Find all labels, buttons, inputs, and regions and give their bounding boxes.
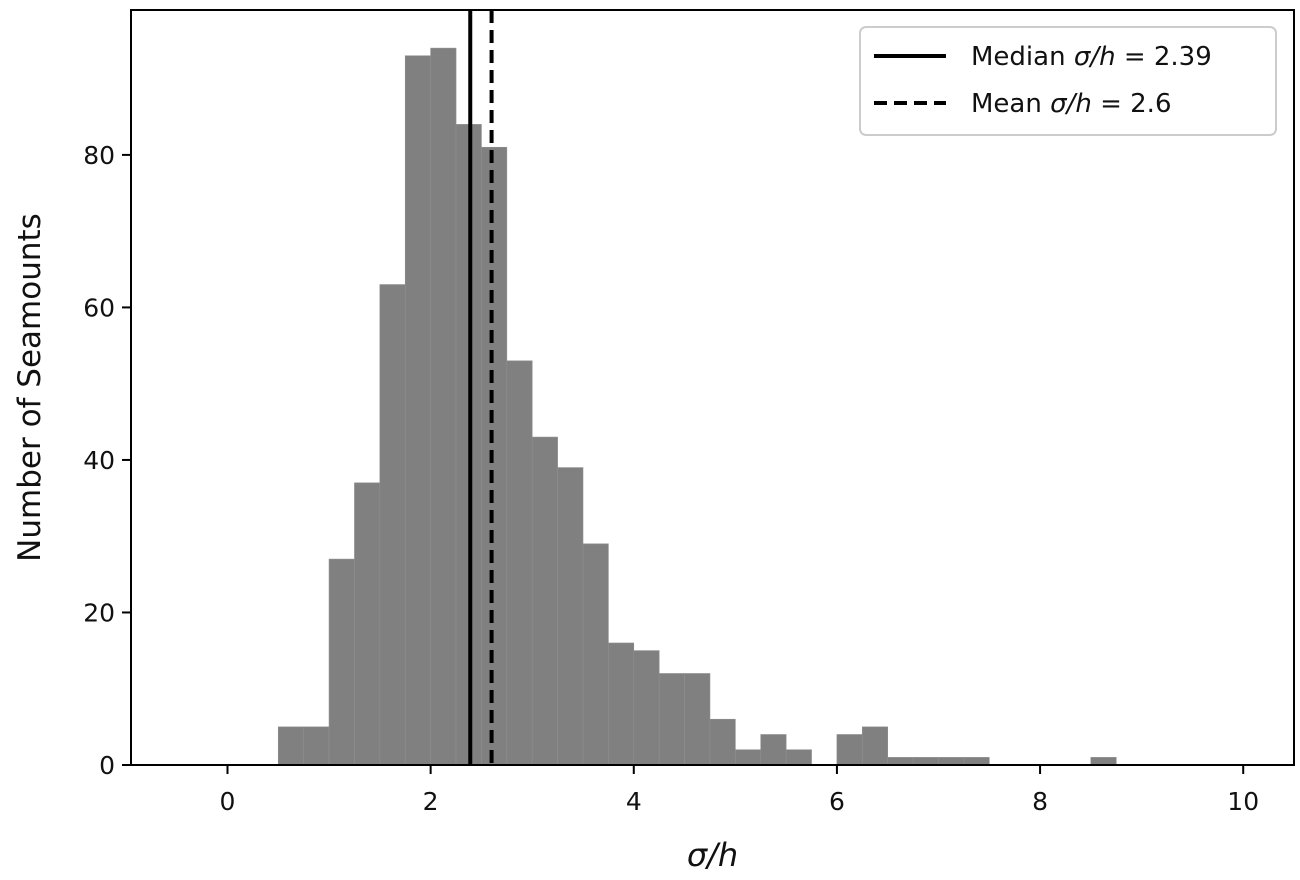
histogram-bar-27 [963, 757, 990, 766]
histogram-bar-16 [684, 673, 711, 766]
y-tick-label-3: 60 [83, 293, 115, 322]
histogram-bar-10 [531, 436, 558, 766]
y-tick-label-4: 80 [83, 141, 115, 170]
histogram-bar-2 [328, 558, 355, 766]
legend-label-mean: Mean σ/h = 2.6 [971, 89, 1172, 119]
plot-frame [130, 9, 1295, 766]
histogram-bar-0 [277, 726, 304, 766]
legend: Median σ/h = 2.39 Mean σ/h = 2.6 [859, 26, 1277, 136]
histogram-bar-17 [709, 718, 736, 766]
histogram-bar-5 [404, 55, 431, 766]
x-tick-label-1: 2 [423, 787, 439, 816]
x-tick-label-3: 6 [829, 787, 845, 816]
y-axis-title: Number of Seamounts [12, 213, 48, 562]
histogram-bar-8 [481, 146, 508, 766]
histogram-bar-22 [836, 734, 863, 766]
y-tick-label-0: 0 [99, 751, 115, 780]
histogram-bar-12 [582, 543, 609, 766]
y-tick-label-1: 20 [83, 598, 115, 627]
x-tick-label-4: 8 [1032, 787, 1048, 816]
x-tick-label-5: 10 [1227, 787, 1259, 816]
histogram-bar-6 [430, 47, 457, 766]
histogram-bar-18 [735, 749, 762, 766]
histogram-bar-14 [633, 650, 660, 766]
histogram-bar-1 [303, 726, 330, 766]
histogram-bar-11 [557, 467, 584, 766]
histogram-bar-19 [760, 734, 787, 766]
histogram-bar-32 [1090, 757, 1117, 766]
x-axis-title: σ/h [687, 836, 738, 874]
bars-group [277, 47, 1117, 766]
histogram-bar-4 [379, 284, 406, 766]
y-tick-label-2: 40 [83, 446, 115, 475]
histogram-bar-20 [785, 749, 812, 766]
legend-box [859, 26, 1277, 136]
histogram-bar-3 [354, 482, 381, 766]
histogram-bar-9 [506, 360, 533, 766]
histogram-bar-13 [608, 642, 635, 766]
histogram-bar-25 [912, 757, 939, 766]
histogram-bar-23 [862, 726, 889, 766]
histogram-bar-24 [887, 757, 914, 766]
histogram-bar-15 [658, 673, 685, 766]
histogram-bar-26 [938, 757, 965, 766]
x-tick-label-2: 4 [626, 787, 642, 816]
legend-label-median: Median σ/h = 2.39 [971, 42, 1212, 72]
x-tick-label-0: 0 [220, 787, 236, 816]
